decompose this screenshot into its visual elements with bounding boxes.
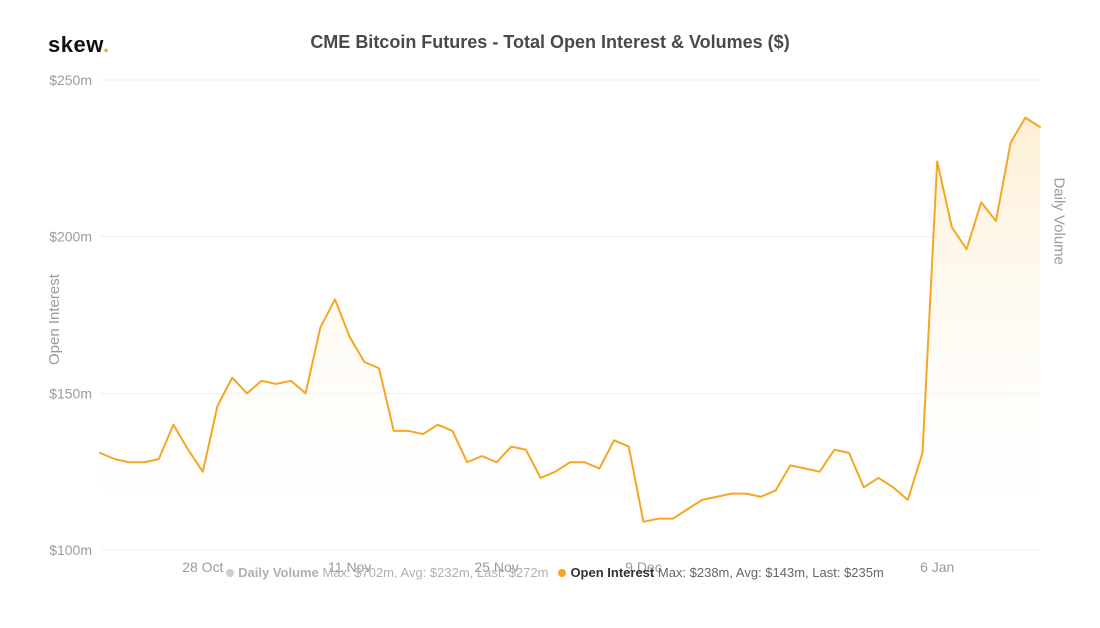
chart-plot: $100m$150m$200m$250m28 Oct11 Nov25 Nov9 … <box>0 0 1100 628</box>
legend-dot-icon <box>558 569 566 577</box>
chart-legend: Daily Volume Max: $702m, Avg: $232m, Las… <box>0 565 1100 580</box>
y-tick-label: $250m <box>49 72 92 88</box>
legend-item[interactable]: Open Interest Max: $238m, Avg: $143m, La… <box>548 565 883 580</box>
legend-item[interactable]: Daily Volume Max: $702m, Avg: $232m, Las… <box>216 565 548 580</box>
series-area <box>100 118 1040 550</box>
legend-series-stats: Max: $238m, Avg: $143m, Last: $235m <box>658 565 884 580</box>
y-tick-label: $100m <box>49 542 92 558</box>
legend-dot-icon <box>226 569 234 577</box>
legend-series-stats: Max: $702m, Avg: $232m, Last: $272m <box>322 565 548 580</box>
y-tick-label: $150m <box>49 385 92 401</box>
y-tick-label: $200m <box>49 229 92 245</box>
legend-series-title: Open Interest <box>570 565 654 580</box>
legend-series-title: Daily Volume <box>238 565 319 580</box>
